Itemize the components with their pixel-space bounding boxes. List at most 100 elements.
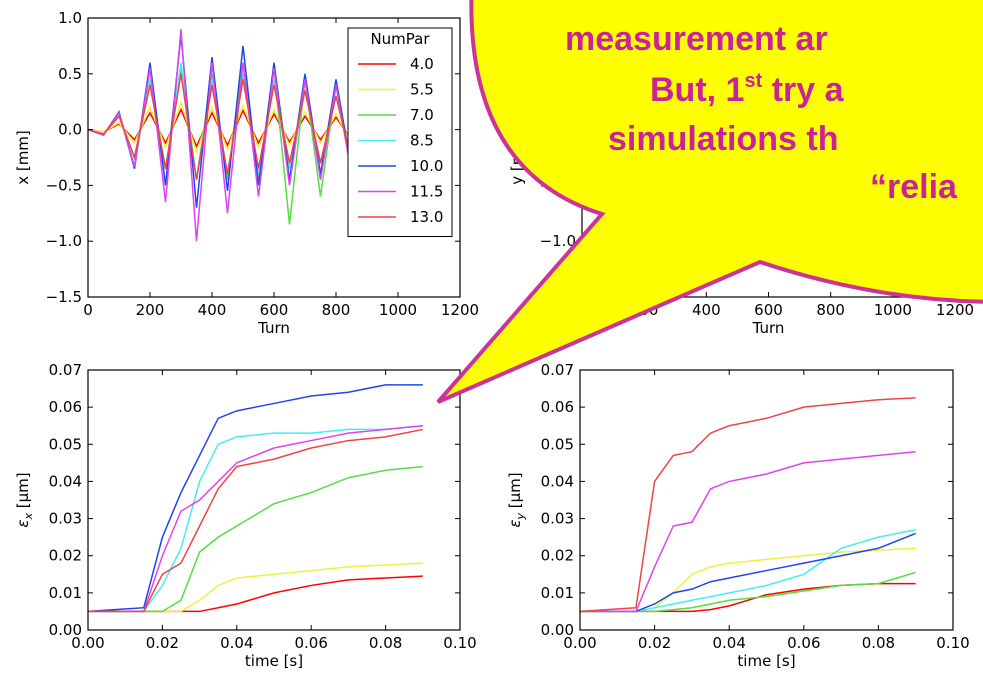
legend-box xyxy=(347,27,453,237)
y-tick-label: −1.0 xyxy=(46,232,82,250)
y-tick-label: 0.03 xyxy=(541,510,574,528)
x-tick-label: 800 xyxy=(816,301,845,319)
callout-line: simulations th xyxy=(608,120,838,158)
series-line xyxy=(88,424,423,613)
series-line xyxy=(88,384,423,613)
x-tick-label: 0.06 xyxy=(294,634,327,652)
series-line xyxy=(88,73,353,180)
callout-text: But, 1 xyxy=(650,71,744,109)
series-line xyxy=(580,571,916,613)
x-tick-label: 0.02 xyxy=(146,634,179,652)
callout: measurement ar But, 1st try a simulations … xyxy=(436,0,983,404)
callout-text: “relia xyxy=(870,168,958,206)
x-tick-label: 1200 xyxy=(441,301,479,319)
y-tick-label: 0.06 xyxy=(49,398,82,416)
x-tick-label: 1000 xyxy=(874,301,912,319)
y-tick-label: 0.01 xyxy=(49,584,82,602)
x-tick-label: 0 xyxy=(83,301,93,319)
y-axis-label: εy [μm] xyxy=(506,472,527,527)
subplot: 0.00 0.02 0.04 0.06 0.08 0.10 0.00 0.01 0.02 0.03… xyxy=(14,361,477,670)
y-tick-label: 0.05 xyxy=(541,435,574,453)
y-axis-label: x [mm] xyxy=(14,130,32,185)
x-tick-label: 0.08 xyxy=(862,634,895,652)
y-tick-label: 0.5 xyxy=(58,65,82,83)
x-tick-label: 0.00 xyxy=(71,634,104,652)
x-tick-label: 800 xyxy=(322,301,351,319)
series-line xyxy=(580,397,916,613)
x-tick-label: 1200 xyxy=(936,301,974,319)
x-tick-label: 1000 xyxy=(379,301,417,319)
axes-frame xyxy=(87,369,461,631)
callout-superscript: st xyxy=(744,70,762,92)
x-axis-label: Turn xyxy=(257,319,290,337)
series-line xyxy=(88,428,423,613)
y-axis-label: εx [μm] xyxy=(14,472,35,527)
x-tick-label: 600 xyxy=(754,301,783,319)
legend-label: 7.0 xyxy=(410,106,434,124)
y-tick-label: 1.0 xyxy=(58,9,82,27)
callout-text: measurement ar xyxy=(565,20,828,58)
axes-frame xyxy=(579,369,954,631)
y-tick-label: −1.5 xyxy=(46,288,82,306)
y-label-symbol: ε xyxy=(14,520,32,528)
callout-line: measurement ar xyxy=(565,20,828,58)
subplot: 0.00 0.02 0.04 0.06 0.08 0.10 0.00 0.01 0.02 0.03… xyxy=(506,361,970,670)
series-line xyxy=(88,29,353,242)
callout-line: “relia xyxy=(870,168,958,206)
y-tick-label: 0.02 xyxy=(49,547,82,565)
series-line xyxy=(580,532,916,613)
legend-title: NumPar xyxy=(370,30,430,48)
subplot: 0 200 400 600 800 1000 1200 −1.5 −1.0 −0.5 0.0 0.5 1… xyxy=(14,9,479,337)
x-tick-label: 0.08 xyxy=(369,634,402,652)
x-tick-label: 0.02 xyxy=(638,634,671,652)
legend: NumPar 4.0 5.5 7.0 8.5 10.0 11.5 13.0 xyxy=(347,27,453,237)
speech-bubble xyxy=(436,0,983,404)
x-axis-label: time [s] xyxy=(737,652,795,670)
legend-label: 8.5 xyxy=(410,132,434,150)
y-label-symbol: ε xyxy=(506,520,524,528)
callout-text: simulations th xyxy=(608,120,838,158)
plot-area xyxy=(580,370,953,630)
y-label-unit: [μm] xyxy=(14,472,32,513)
callout-text: try a xyxy=(762,71,844,109)
y-tick-label: 0.04 xyxy=(49,472,82,490)
x-tick-label: 400 xyxy=(692,301,721,319)
plot-area xyxy=(88,370,460,630)
y-tick-label: 0.07 xyxy=(49,361,82,379)
x-tick-label: 0.10 xyxy=(443,634,476,652)
y-tick-label: 0.0 xyxy=(58,121,82,139)
y-tick-label: 0.00 xyxy=(541,621,574,639)
x-tick-label: 0.00 xyxy=(563,634,596,652)
y-tick-label: 0.06 xyxy=(541,398,574,416)
y-tick-label: 0.02 xyxy=(541,547,574,565)
x-tick-label: 0.06 xyxy=(787,634,820,652)
x-tick-label: 200 xyxy=(136,301,165,319)
y-tick-label: 0.07 xyxy=(541,361,574,379)
y-label-unit: [μm] xyxy=(506,472,524,513)
x-axis-label: Turn xyxy=(752,319,785,337)
series-line xyxy=(580,450,916,613)
series-line xyxy=(580,528,916,613)
y-tick-label: −0.5 xyxy=(46,176,82,194)
x-tick-label: 0.10 xyxy=(936,634,969,652)
series-line xyxy=(88,465,423,613)
y-label-subscript: y xyxy=(514,513,527,521)
y-tick-label: 0.04 xyxy=(541,472,574,490)
legend-label: 5.5 xyxy=(410,81,434,99)
callout-line: But, 1st try a xyxy=(650,70,845,109)
y-tick-label: 0.05 xyxy=(49,435,82,453)
x-tick-label: 0.04 xyxy=(220,634,253,652)
y-label-subscript: x xyxy=(22,513,35,521)
x-tick-label: 600 xyxy=(260,301,289,319)
y-tick-label: −1.0 xyxy=(540,232,576,250)
series-line xyxy=(88,424,423,613)
legend-label: 4.0 xyxy=(410,55,434,73)
y-tick-label: 0.00 xyxy=(49,621,82,639)
legend-label: 11.5 xyxy=(410,183,443,201)
x-axis-label: time [s] xyxy=(245,652,303,670)
y-tick-label: 0.03 xyxy=(49,510,82,528)
legend-label: 13.0 xyxy=(410,208,443,226)
y-tick-label: 0.01 xyxy=(541,584,574,602)
